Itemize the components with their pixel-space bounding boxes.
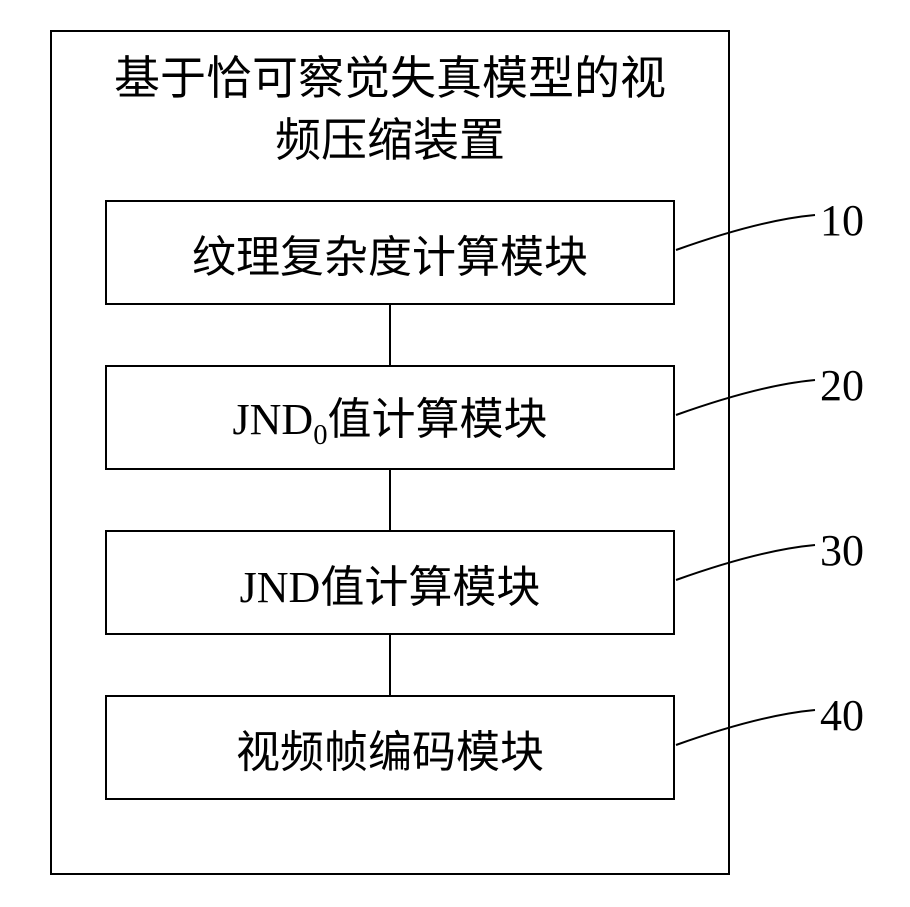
leader-line — [676, 215, 815, 250]
ref-label: 20 — [820, 360, 864, 411]
ref-label: 40 — [820, 690, 864, 741]
ref-label: 10 — [820, 195, 864, 246]
leader-lines — [0, 0, 910, 907]
ref-label: 30 — [820, 525, 864, 576]
leader-line — [676, 380, 815, 415]
leader-line — [676, 545, 815, 580]
leader-line — [676, 710, 815, 745]
